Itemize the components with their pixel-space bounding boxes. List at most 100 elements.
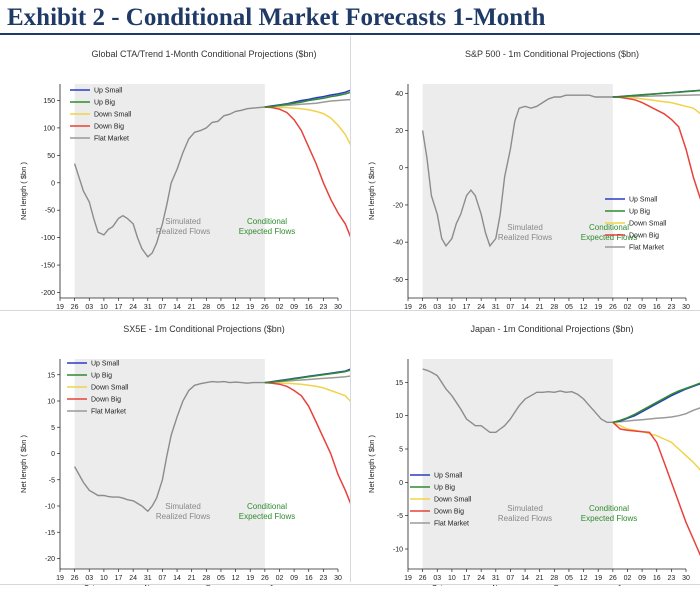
x-tick-label: 10 (448, 304, 456, 311)
x-tick-label: 26 (71, 575, 79, 582)
chart-panel-japan: Japan - 1m Conditional Projections ($bn)… (350, 311, 700, 586)
legend-label: Down Small (91, 385, 129, 392)
x-tick-label: 19 (56, 304, 64, 311)
legend-label: Up Big (94, 100, 115, 107)
chart-title: Global CTA/Trend 1-Month Conditional Pro… (91, 49, 316, 59)
x-tick-label: 19 (404, 304, 412, 311)
x-tick-label: 23 (319, 304, 327, 311)
x-tick-label: 19 (56, 575, 64, 582)
chart-title: SX5E - 1m Conditional Projections ($bn) (123, 324, 285, 334)
x-tick-label: 19 (246, 575, 254, 582)
annotation-simulated: Simulated (165, 502, 201, 511)
simulated-region (74, 359, 265, 569)
y-tick-label: 10 (47, 399, 55, 406)
y-tick-label: 5 (399, 447, 403, 454)
annotation-conditional: Conditional (247, 502, 287, 511)
series-line-up-big (264, 91, 350, 108)
page-title: Exhibit 2 - Conditional Market Forecasts… (7, 4, 546, 31)
x-tick-label: 19 (594, 304, 602, 311)
x-tick-label: 21 (188, 304, 196, 311)
legend-label: Down Big (91, 397, 121, 404)
x-tick-label: 19 (246, 304, 254, 311)
chart-global-cta: Global CTA/Trend 1-Month Conditional Pro… (19, 49, 350, 311)
chart-title: Japan - 1m Conditional Projections ($bn) (470, 324, 633, 334)
x-tick-label: 03 (85, 575, 93, 582)
x-tick-label: 17 (463, 575, 471, 582)
x-tick-label: 14 (521, 575, 529, 582)
y-tick-label: 10 (395, 413, 403, 420)
annotation-conditional: Conditional (589, 504, 629, 513)
annotation-conditional: Expected Flows (581, 514, 637, 523)
x-tick-label: 26 (261, 575, 269, 582)
x-tick-label: 05 (565, 304, 573, 311)
x-tick-label: 26 (71, 304, 79, 311)
legend-label: Up Small (94, 88, 123, 95)
x-tick-label: 30 (682, 575, 690, 582)
x-tick-label: 26 (419, 575, 427, 582)
series-line-flat-market (612, 407, 700, 424)
series-line-up-big (612, 89, 700, 98)
x-tick-label: 19 (594, 575, 602, 582)
title-rule (0, 33, 700, 35)
x-tick-label: 16 (653, 575, 661, 582)
annotation-simulated: Realized Flows (498, 514, 552, 523)
x-tick-label: 24 (129, 304, 137, 311)
x-tick-label: 21 (536, 575, 544, 582)
y-tick-label: -200 (41, 290, 55, 297)
legend-label: Down Small (94, 112, 132, 119)
x-tick-label: 24 (477, 575, 485, 582)
series-line-up-small (264, 368, 350, 384)
x-tick-label: 12 (232, 575, 240, 582)
annotation-simulated: Simulated (507, 504, 543, 513)
y-axis-label: Net length ( $bn ) (19, 162, 28, 220)
x-tick-label: 05 (217, 575, 225, 582)
series-line-down-big (264, 381, 350, 505)
series-line-down-big (264, 106, 350, 238)
x-tick-label: 26 (261, 304, 269, 311)
y-tick-label: 150 (43, 98, 55, 105)
x-tick-label: 14 (521, 304, 529, 311)
annotation-simulated: Realized Flows (498, 233, 552, 242)
x-tick-label: 21 (536, 304, 544, 311)
x-month-label: Dec (554, 585, 567, 586)
x-month-label: Jan (617, 585, 628, 586)
x-tick-label: 10 (448, 575, 456, 582)
panel-divider-horizontal (0, 310, 700, 311)
x-tick-label: 31 (144, 575, 152, 582)
annotation-conditional: Expected Flows (239, 227, 295, 236)
series-line-up-big (612, 382, 700, 424)
x-tick-label: 07 (159, 575, 167, 582)
y-axis-label: Net length ( $bn ) (19, 435, 28, 493)
x-tick-label: 28 (550, 575, 558, 582)
x-month-label: Nov (144, 585, 157, 586)
y-tick-label: 0 (51, 180, 55, 187)
x-tick-label: 23 (319, 575, 327, 582)
x-tick-label: 16 (305, 304, 313, 311)
legend-label: Down Small (434, 497, 472, 504)
x-tick-label: 12 (580, 575, 588, 582)
legend-label: Up Big (91, 373, 112, 380)
x-tick-label: 26 (609, 304, 617, 311)
series-line-down-small (264, 106, 350, 146)
y-tick-label: -150 (41, 263, 55, 270)
x-tick-label: 10 (100, 575, 108, 582)
x-tick-label: 03 (433, 575, 441, 582)
x-tick-label: 17 (115, 304, 123, 311)
x-tick-label: 03 (433, 304, 441, 311)
y-tick-label: 20 (395, 128, 403, 135)
chart-panel-sx5e: SX5E - 1m Conditional Projections ($bn) 1… (0, 311, 350, 586)
y-tick-label: -60 (393, 277, 403, 284)
x-tick-label: 12 (232, 304, 240, 311)
annotation-simulated: Realized Flows (156, 227, 210, 236)
series-line-down-small (612, 96, 700, 115)
x-tick-label: 17 (463, 304, 471, 311)
bottom-rule (0, 584, 700, 585)
realized-flow-line (421, 94, 613, 248)
x-tick-label: 09 (638, 575, 646, 582)
annotation-conditional: Conditional (247, 217, 287, 226)
legend-label: Down Big (629, 233, 659, 240)
x-tick-label: 16 (653, 304, 661, 311)
x-month-label: Jan (269, 585, 280, 586)
legend-label: Down Small (629, 221, 667, 228)
y-tick-label: -20 (393, 202, 403, 209)
